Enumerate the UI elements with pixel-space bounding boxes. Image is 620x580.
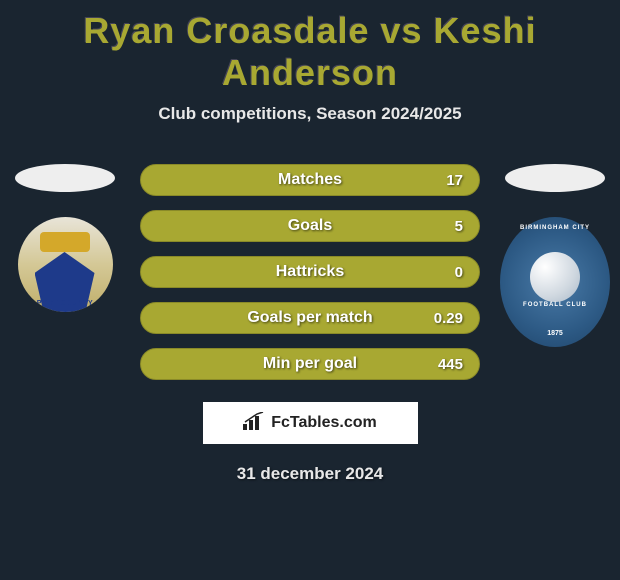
stat-label: Goals per match: [247, 309, 372, 327]
subtitle: Club competitions, Season 2024/2025: [0, 104, 620, 124]
stat-row-hattricks: Hattricks 0: [140, 256, 480, 288]
stat-value: 5: [455, 218, 463, 235]
club-badge-left: PORT COUNTY: [18, 217, 113, 312]
stat-label: Goals: [288, 217, 332, 235]
stat-label: Matches: [278, 171, 342, 189]
stat-row-matches: Matches 17: [140, 164, 480, 196]
stat-label: Min per goal: [263, 355, 357, 373]
player-left-column: PORT COUNTY: [10, 164, 120, 312]
stat-label: Hattricks: [276, 263, 344, 281]
brand-footer[interactable]: FcTables.com: [203, 402, 418, 444]
club-badge-right: BIRMINGHAM CITY FOOTBALL CLUB 1875: [500, 217, 610, 347]
comparison-area: PORT COUNTY Matches 17 Goals 5 Hattricks…: [0, 164, 620, 380]
stat-value: 0.29: [434, 310, 463, 327]
page-title: Ryan Croasdale vs Keshi Anderson: [0, 10, 620, 94]
stat-row-min-per-goal: Min per goal 445: [140, 348, 480, 380]
chart-icon: [243, 412, 265, 435]
main-container: Ryan Croasdale vs Keshi Anderson Club co…: [0, 0, 620, 494]
badge-right-label-top: BIRMINGHAM CITY: [500, 225, 610, 231]
ball-icon: [530, 252, 580, 302]
badge-right-label-mid: FOOTBALL CLUB: [500, 302, 610, 308]
stat-value: 0: [455, 264, 463, 281]
player-right-column: BIRMINGHAM CITY FOOTBALL CLUB 1875: [500, 164, 610, 347]
player-right-photo: [505, 164, 605, 192]
player-left-photo: [15, 164, 115, 192]
brand-text: FcTables.com: [271, 414, 377, 432]
stat-value: 445: [438, 356, 463, 373]
stats-column: Matches 17 Goals 5 Hattricks 0 Goals per…: [140, 164, 480, 380]
badge-right-year: 1875: [500, 330, 610, 337]
stat-value: 17: [446, 172, 463, 189]
stat-row-goals: Goals 5: [140, 210, 480, 242]
date-text: 31 december 2024: [0, 464, 620, 484]
badge-left-label: PORT COUNTY: [37, 300, 93, 307]
stat-row-goals-per-match: Goals per match 0.29: [140, 302, 480, 334]
